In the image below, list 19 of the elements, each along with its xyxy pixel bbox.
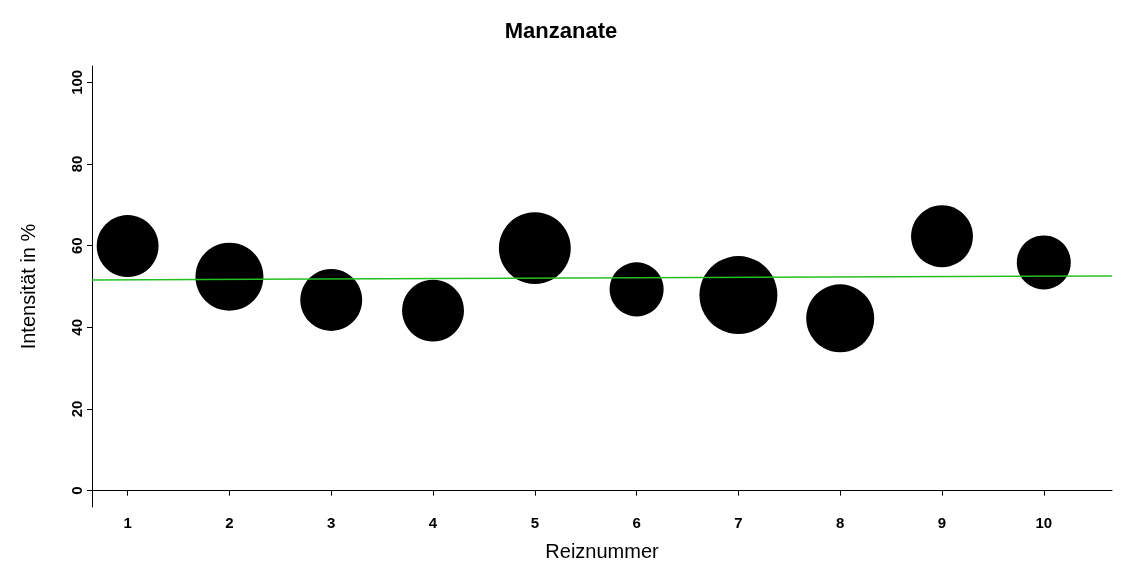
x-tick-label: 3: [327, 514, 336, 531]
y-tick-label: 60: [68, 237, 85, 255]
y-axis-title: Intensität in %: [17, 223, 39, 350]
x-tick-label: 1: [123, 514, 132, 531]
y-tick-label: 80: [68, 155, 85, 173]
x-tick-label: 8: [836, 514, 845, 531]
x-tick-label: 6: [632, 514, 641, 531]
chart-title: Manzanate: [504, 17, 618, 43]
y-tick-label: 40: [68, 318, 85, 336]
x-tick-label: 9: [937, 514, 947, 531]
x-tick-label: 7: [734, 514, 743, 531]
x-tick-label: 4: [428, 514, 438, 531]
y-tick-label: 0: [68, 486, 85, 495]
y-tick-label: 100: [68, 69, 85, 95]
x-tick-label: 5: [530, 514, 539, 531]
x-tick-label: 10: [1035, 514, 1053, 531]
x-tick-label: 2: [225, 514, 234, 531]
x-axis-title: Reiznummer: [545, 540, 660, 562]
y-tick-label: 20: [68, 400, 85, 418]
